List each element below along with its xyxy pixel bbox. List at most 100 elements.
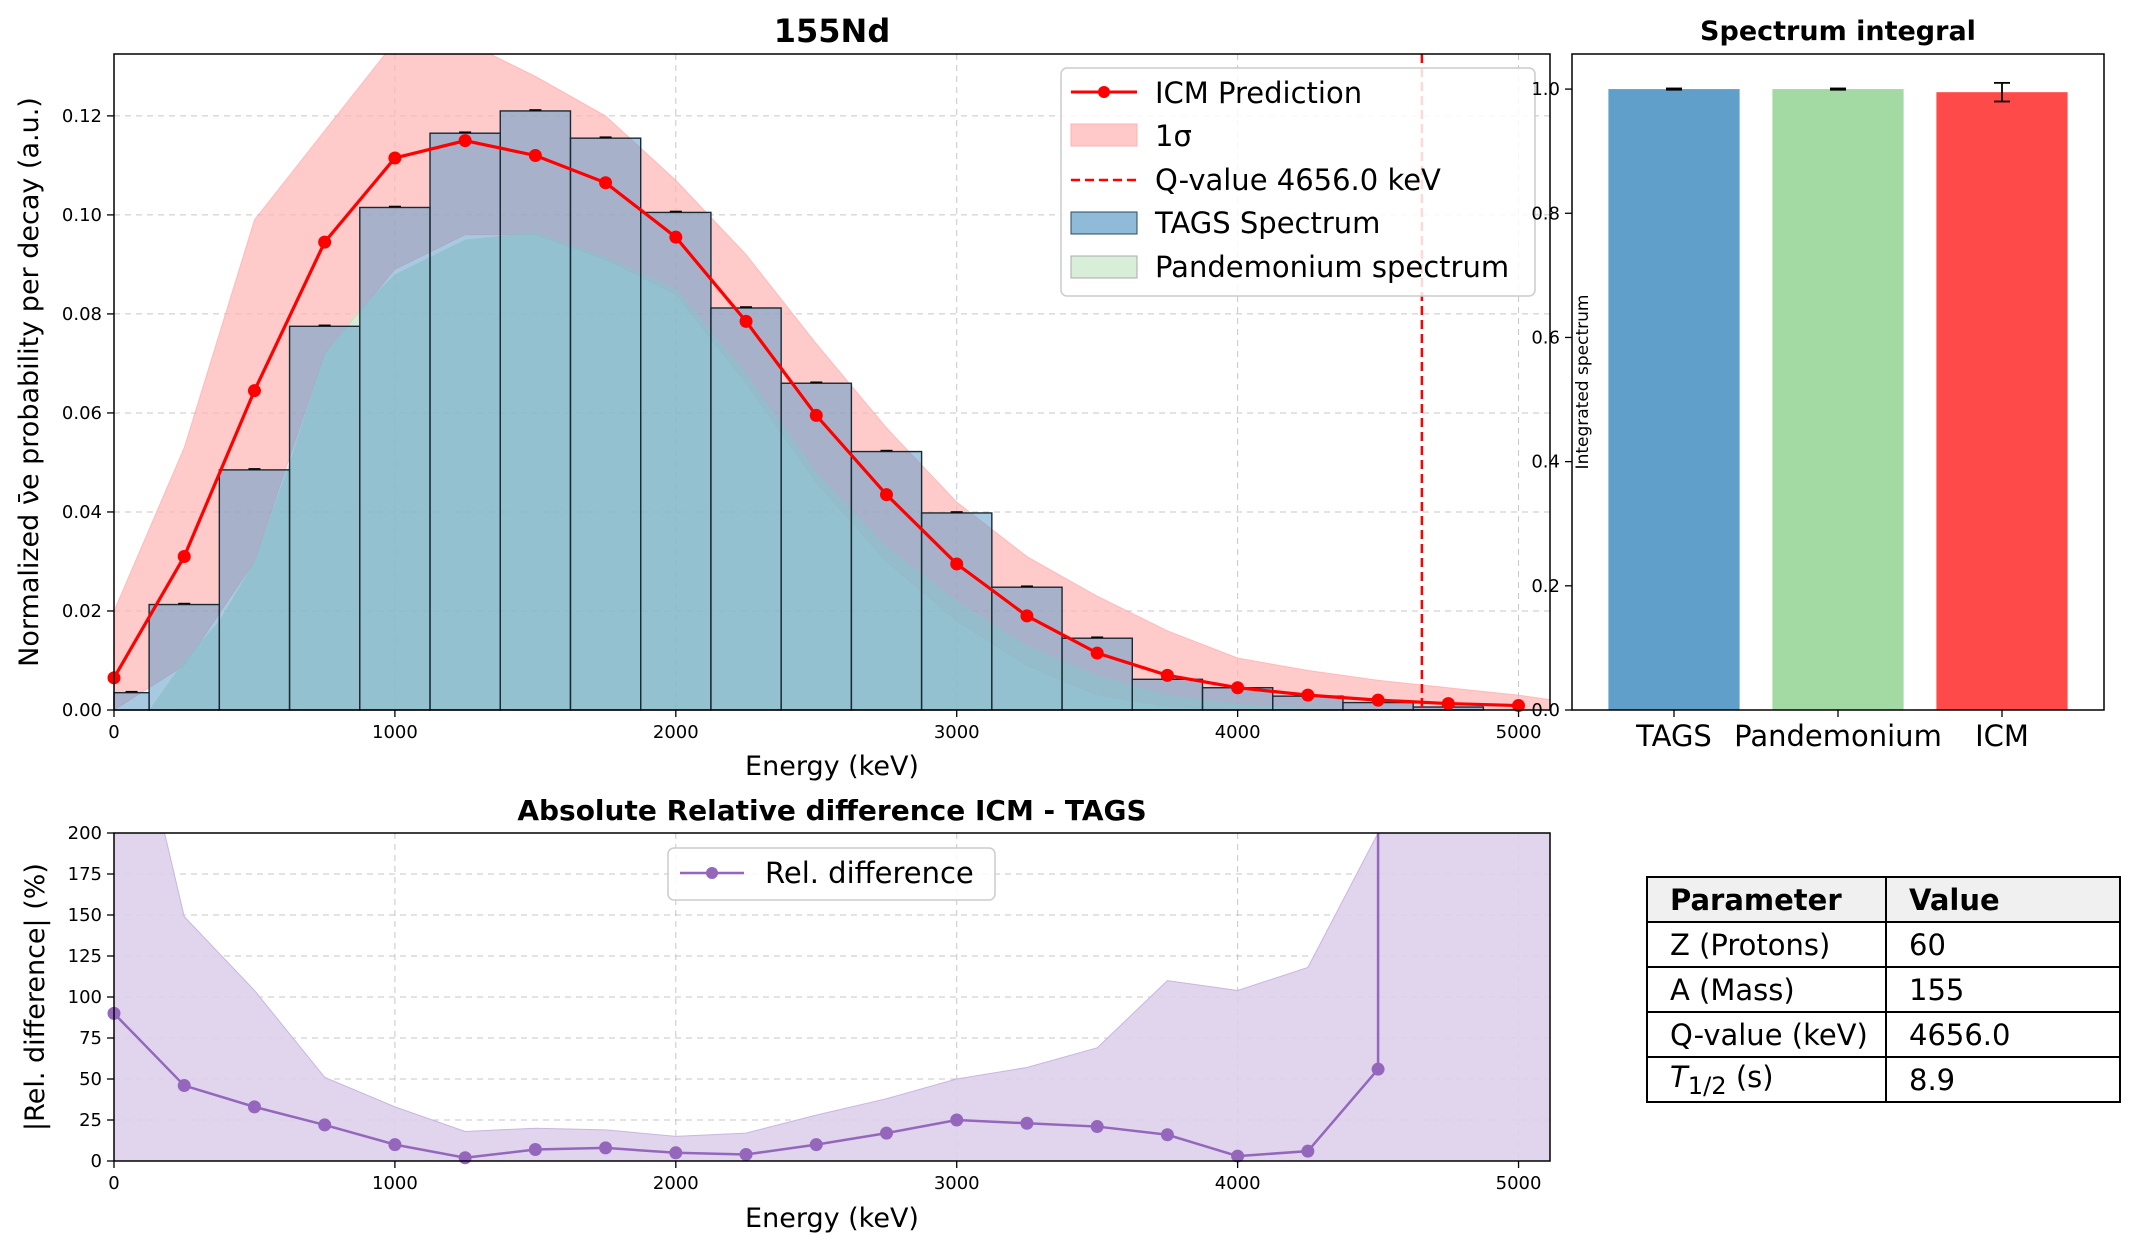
icm-line-layer [107,134,1526,713]
legend-qvalue-label: Q-value 4656.0 keV [1155,163,1441,197]
thalf-subscript: 1/2 [1687,1071,1727,1100]
reldiff-point [458,1151,472,1165]
reldiff-point [177,1079,191,1093]
table-cell-param: Z (Protons) [1646,921,1887,968]
icm-point [247,384,261,398]
reldiff-point [1301,1144,1315,1158]
legend-icm-marker-icon [1098,86,1110,98]
icm-point [950,557,964,571]
icm-point [1020,609,1034,623]
integral-x-tick-label: Pandemonium [1734,719,1942,753]
table-cell-value: 4656.0 [1885,1011,2121,1058]
reldiff-y-tick-label: 0 [91,1151,102,1172]
reldiff-point [1090,1120,1104,1134]
integral-y-tick-label: 0.0 [1531,700,1560,721]
tags-bars-layer [113,109,1485,711]
reldiff-x-tick-label: 1000 [372,1173,418,1194]
icm-point [1231,681,1245,695]
table-row: T1/2 (s) 8.9 [1646,1056,2121,1103]
tags-bar [499,110,572,711]
integral-x-tick-label: TAGS [1635,719,1712,753]
main-y-tick-label: 0.06 [62,403,102,424]
integral-bar [1936,92,2068,710]
icm-point [318,235,332,249]
main-y-tick-label: 0.12 [62,106,102,127]
reldiff-x-ticks: 0 1000 2000 3000 4000 5000 [108,1161,1541,1194]
reldiff-y-tick-label: 175 [68,864,102,885]
reldiff-y-ticks: 0 25 50 75 100 125 150 175 200 [68,823,114,1172]
legend-sigma-icon [1070,123,1138,147]
main-ylabel-text: Normalized ν̄e probability per decay (a.… [14,97,45,667]
main-x-tick-label: 2000 [653,722,699,743]
reldiff-point [247,1100,261,1114]
thalf-unit: (s) [1735,1059,1774,1094]
tags-bar [288,325,361,711]
tags-bar [218,469,291,711]
integral-y-ticks: 0.0 0.2 0.4 0.6 0.8 1.0 [1531,79,1572,721]
reldiff-y-tick-label: 100 [68,987,102,1008]
main-y-tick-label: 0.08 [62,304,102,325]
tags-bar [1131,678,1204,711]
main-x-tick-label: 0 [108,722,119,743]
main-y-ticks: 0.00 0.02 0.04 0.06 0.08 0.10 0.12 [62,106,114,721]
main-legend: ICM Prediction 1σ Q-value 4656.0 keV TAG… [1060,67,1536,297]
icm-point [528,148,542,162]
icm-point [1371,693,1385,707]
reldiff-xlabel: Energy (keV) [745,1203,919,1234]
reldiff-x-tick-label: 4000 [1215,1173,1261,1194]
tags-bar [991,586,1063,711]
integral-chart: 0.0 0.2 0.4 0.6 0.8 1.0 TAGS Pandemonium ICM Sp… [1531,16,2105,753]
reldiff-chart: 0 1000 2000 3000 4000 5000 0 25 50 75 100 125 150 17… [20,794,1551,1234]
reldiff-point [739,1147,753,1161]
table-row: A (Mass) 155 [1646,966,2121,1013]
reldiff-point [528,1143,542,1157]
table-cell-value: 8.9 [1885,1056,2121,1103]
icm-point [388,151,402,165]
legend-pandemonium-icon [1070,255,1138,279]
table-cell-param: Q-value (keV) [1646,1011,1887,1058]
reldiff-x-tick-label: 5000 [1496,1173,1542,1194]
table-header-parameter: Parameter [1646,876,1887,923]
reldiff-point [599,1141,613,1155]
tags-bar [429,132,501,711]
legend-icm-label: ICM Prediction [1155,76,1362,110]
reldiff-point [1371,1062,1385,1076]
reldiff-point [318,1118,332,1132]
integral-y-tick-label: 0.6 [1531,327,1560,348]
reldiff-point [669,1146,683,1160]
reldiff-point [1160,1128,1174,1142]
main-y-tick-label: 0.04 [62,502,102,523]
main-y-tick-label: 0.02 [62,601,102,622]
main-plot-frame [113,53,1551,711]
reldiff-y-tick-label: 75 [79,1028,102,1049]
icm-point [809,408,823,422]
reldiff-line [113,833,1380,1159]
icm-point [879,488,893,502]
icm-point [1160,668,1174,682]
icm-point [1301,688,1315,702]
icm-point [177,550,191,564]
legend-sigma-label: 1σ [1155,119,1192,153]
icm-point [1441,697,1455,711]
main-x-ticks: 0 1000 2000 3000 4000 5000 [108,710,1541,743]
tags-bar [113,691,150,711]
icm-point [739,314,753,328]
icm-point [669,230,683,244]
table-row: Q-value (keV) 4656.0 [1646,1011,2121,1058]
reldiff-title: Absolute Relative difference ICM - TAGS [517,794,1146,827]
reldiff-legend: Rel. difference [667,847,996,901]
reldiff-point [1231,1149,1245,1163]
table-cell-param: T1/2 (s) [1646,1056,1887,1103]
table-cell-param: A (Mass) [1646,966,1887,1013]
icm-point [1512,699,1526,713]
legend-tags-label: TAGS Spectrum [1154,206,1380,240]
main-x-tick-label: 3000 [934,722,980,743]
legend-reldiff-marker-icon [706,867,718,879]
main-y-tick-label: 0.00 [62,700,102,721]
reldiff-point [950,1113,964,1127]
main-x-tick-label: 1000 [372,722,418,743]
icm-point [458,134,472,148]
parameter-table: Parameter Value Z (Protons) 60 A (Mass) … [1646,876,2121,1103]
integral-x-tick-label: ICM [1975,719,2029,753]
